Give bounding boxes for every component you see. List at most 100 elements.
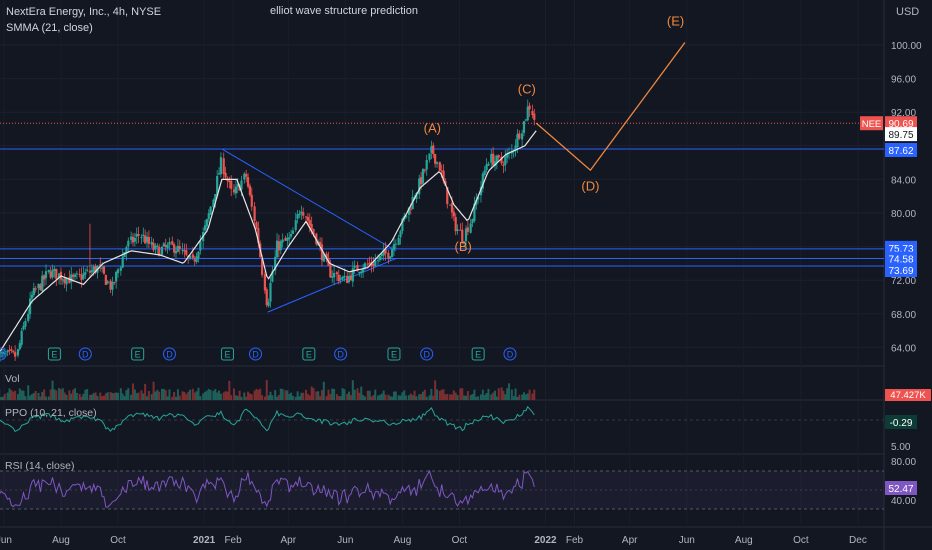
candle-body [178,246,181,250]
candle-body [487,163,490,166]
wave-label: (B) [455,239,472,254]
volume-bar [506,388,509,400]
volume-bar [189,389,192,400]
time-tick-label: Jun [337,535,353,546]
candle-body [119,267,122,271]
candle-body [306,216,310,221]
candle-body [533,113,536,120]
candle-body [216,175,219,196]
volume-bar [512,396,515,400]
earnings-marker-label: E [391,350,397,360]
earnings-marker-label: E [51,350,57,360]
volume-bar [176,389,179,400]
volume-bar [312,388,315,400]
volume-bar [310,386,313,400]
time-tick-label: Dec [849,535,867,546]
candle-body [446,187,449,205]
volume-bar [144,383,147,400]
candle-body [492,153,495,166]
candle-body [142,234,145,237]
candle-body [356,264,359,272]
volume-bar [409,393,412,400]
volume-bar [522,392,525,400]
volume-bar [226,391,229,400]
horizontal-levels [0,148,884,267]
candle-body [12,351,15,353]
volume-bar [263,396,266,400]
candle-body [271,271,274,282]
volume-bar [493,390,496,400]
candle-body [399,231,402,238]
time-tick-label: 2022 [534,535,557,546]
candle-body [224,172,227,178]
volume-bar [366,390,369,400]
candle-body [475,200,478,206]
volume-bar [44,396,47,400]
volume-bar [495,396,498,400]
volume-bar [68,390,71,400]
volume-bar [415,396,418,400]
candle-body [245,173,248,177]
candle-body [3,353,6,355]
volume-bar [319,396,322,400]
volume-bar [119,388,122,400]
candle-body [125,247,128,254]
candle-body [219,157,223,175]
volume-bar [12,391,15,400]
dividend-marker [249,347,263,361]
volume-bar [487,388,490,400]
candle-body [392,244,396,250]
candle-body [495,155,498,163]
volume-bar [317,391,320,400]
volume-bar [449,394,452,400]
volume-bar [248,393,251,400]
volume-bar [30,394,33,400]
candle-body [304,216,308,218]
candle-body [199,240,202,251]
time-tick-label: Apr [622,535,638,546]
candle-body [461,229,464,243]
candle-body [384,249,387,254]
volume-bar [271,395,274,400]
volume-bar [533,389,536,400]
time-tick-label: Feb [224,535,242,546]
volume-bar [450,394,453,400]
candle-body [401,218,404,231]
volume-bars [0,380,536,400]
candle-body [366,263,369,265]
volume-bar [49,389,52,400]
candle-body [203,225,207,231]
candle-body [493,161,497,166]
volume-bar [306,393,309,400]
candle-body [325,253,328,259]
wave-label: (D) [581,178,599,193]
volume-bar [337,395,340,400]
volume-bar [464,395,467,400]
candle-body [217,173,221,175]
symbol-tag [860,116,883,131]
volume-bar [115,392,118,400]
rsi-pane-title: RSI (14, close) [5,460,75,472]
currency-label[interactable]: USD [896,6,920,18]
earnings-marker-label: E [306,350,312,360]
candle-body [531,110,534,116]
volume-bar [291,395,294,400]
volume-bar [27,385,30,400]
volume-bar [267,395,270,400]
volume-bar [121,393,124,400]
candle-body [1,351,5,354]
candle-body [524,119,527,121]
symbol-title: NextEra Energy, Inc., 4h, NYSE [6,6,162,18]
candle-body [504,156,507,165]
volume-bar [290,392,293,400]
candle-body [456,229,459,231]
candle-body [288,237,291,240]
volume-bar [524,394,527,400]
candle-body [506,154,509,158]
rsi-tick-label: 80.00 [891,457,916,468]
volume-bar [219,393,222,400]
candle-body [483,170,486,175]
volume-bar [164,390,167,400]
